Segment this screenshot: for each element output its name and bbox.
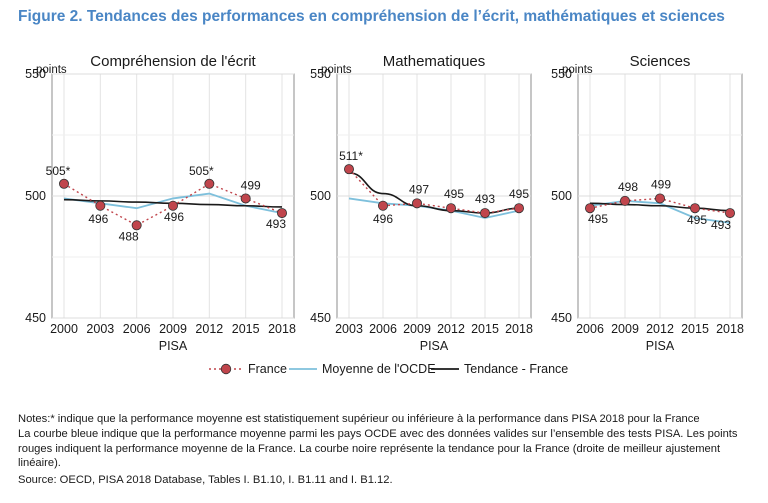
x-tick-label: 2018 — [268, 322, 296, 336]
x-tick-label: 2006 — [576, 322, 604, 336]
data-label-france: 496 — [164, 210, 184, 224]
data-point-france — [690, 203, 701, 214]
x-tick-label: 2015 — [681, 322, 709, 336]
x-tick-label: 2015 — [232, 322, 260, 336]
data-label-france: 498 — [618, 180, 638, 194]
x-tick-label: 2009 — [159, 322, 187, 336]
data-label-france: 499 — [651, 177, 671, 191]
y-axis-label: points — [36, 64, 67, 76]
data-label-france: 495 — [588, 212, 608, 226]
x-tick-label: 2015 — [471, 322, 499, 336]
legend-item-oecd: Moyenne de l'OCDE — [288, 362, 436, 376]
y-axis-label: points — [321, 64, 352, 76]
chart-panel-1: 450 500 550 2000 2003 2006 2009 2012 2015 2018 PIS… — [25, 53, 296, 353]
data-point-france — [131, 220, 142, 231]
x-tick-label: 2018 — [505, 322, 533, 336]
data-point-france — [95, 200, 106, 211]
y-tick-label: 500 — [310, 189, 331, 203]
x-axis-label: PISA — [159, 339, 188, 353]
panel-title: Sciences — [630, 53, 691, 70]
x-tick-label: 2000 — [50, 322, 78, 336]
data-label-france: 499 — [241, 178, 261, 192]
data-point-france — [167, 200, 178, 211]
notes-source: Source: OECD, PISA 2018 Database, Tables… — [18, 474, 393, 486]
data-point-france — [377, 200, 388, 211]
panel-title: Compréhension de l'écrit — [90, 53, 256, 70]
legend-oecd-line-icon — [289, 368, 317, 370]
x-tick-label: 2012 — [195, 322, 223, 336]
legend-label-oecd: Moyenne de l'OCDE — [322, 362, 436, 376]
data-point-france — [585, 203, 596, 214]
legend-label-france: France — [248, 362, 287, 376]
x-axis-label: PISA — [420, 339, 449, 353]
legend-item-france: France — [208, 362, 287, 376]
data-point-france — [725, 208, 736, 219]
series-line-france — [348, 168, 520, 214]
y-tick-label: 450 — [25, 311, 46, 325]
data-point-france — [411, 198, 422, 209]
x-tick-label: 2012 — [437, 322, 465, 336]
notes-line-2: La courbe bleue indique que la performan… — [18, 428, 738, 469]
x-axis-label: PISA — [646, 339, 675, 353]
data-label-france: 505* — [189, 164, 214, 178]
x-tick-label: 2003 — [335, 322, 363, 336]
data-point-france — [240, 193, 251, 204]
legend: France Moyenne de l'OCDE Tendance - Fran… — [0, 362, 768, 382]
figure-title: Figure 2. Tendances des performances en … — [18, 8, 725, 25]
data-point-france — [204, 178, 215, 189]
data-label-france: 493 — [266, 217, 286, 231]
data-point-france — [479, 208, 490, 219]
legend-item-trend: Tendance - France — [430, 362, 568, 376]
y-axis-label: points — [562, 64, 593, 76]
data-point-france — [276, 208, 287, 219]
data-label-france: 493 — [475, 192, 495, 206]
data-label-france: 493 — [711, 218, 731, 232]
y-tick-label: 550 — [25, 67, 46, 81]
x-tick-label: 2003 — [86, 322, 114, 336]
x-tick-label: 2018 — [716, 322, 744, 336]
chart-panel-2: 450 500 550 2003 2006 2009 2012 2015 2018 PISA poi… — [310, 53, 533, 353]
x-tick-label: 2009 — [611, 322, 639, 336]
series-line-trend — [589, 202, 731, 212]
legend-label-trend: Tendance - France — [464, 362, 569, 376]
data-point-france — [514, 203, 525, 214]
y-tick-label: 550 — [310, 67, 331, 81]
chart-area: 450 500 550 2000 2003 2006 2009 2012 2015 2018 PIS… — [25, 53, 744, 353]
data-label-france: 497 — [409, 182, 429, 196]
data-label-france: 505* — [46, 164, 71, 178]
data-point-france — [655, 193, 666, 204]
data-label-france: 495 — [509, 187, 529, 201]
data-point-france — [620, 195, 631, 206]
panel-title: Mathematiques — [383, 53, 486, 70]
data-label-france: 511* — [339, 149, 363, 163]
chart-panel-3: 450 500 550 2006 2009 2012 2015 2018 PISA points S… — [551, 53, 744, 353]
y-tick-label: 450 — [551, 311, 572, 325]
x-tick-label: 2012 — [646, 322, 674, 336]
data-point-france — [59, 178, 70, 189]
data-point-france — [343, 164, 354, 175]
legend-france-marker-icon — [209, 363, 243, 375]
data-label-france: 496 — [373, 212, 393, 226]
data-label-france: 496 — [88, 212, 108, 226]
y-tick-label: 500 — [25, 189, 46, 203]
y-tick-label: 450 — [310, 311, 331, 325]
notes-line-1: Notes:* indique que la performance moyen… — [18, 413, 700, 425]
data-label-france: 495 — [444, 187, 464, 201]
data-label-france: 495 — [687, 213, 707, 227]
data-point-france — [445, 203, 456, 214]
legend-trend-line-icon — [431, 368, 459, 370]
x-tick-label: 2009 — [403, 322, 431, 336]
x-tick-label: 2006 — [123, 322, 151, 336]
y-tick-label: 500 — [551, 189, 572, 203]
data-label-france: 488 — [119, 229, 139, 243]
x-tick-label: 2006 — [369, 322, 397, 336]
y-tick-label: 550 — [551, 67, 572, 81]
